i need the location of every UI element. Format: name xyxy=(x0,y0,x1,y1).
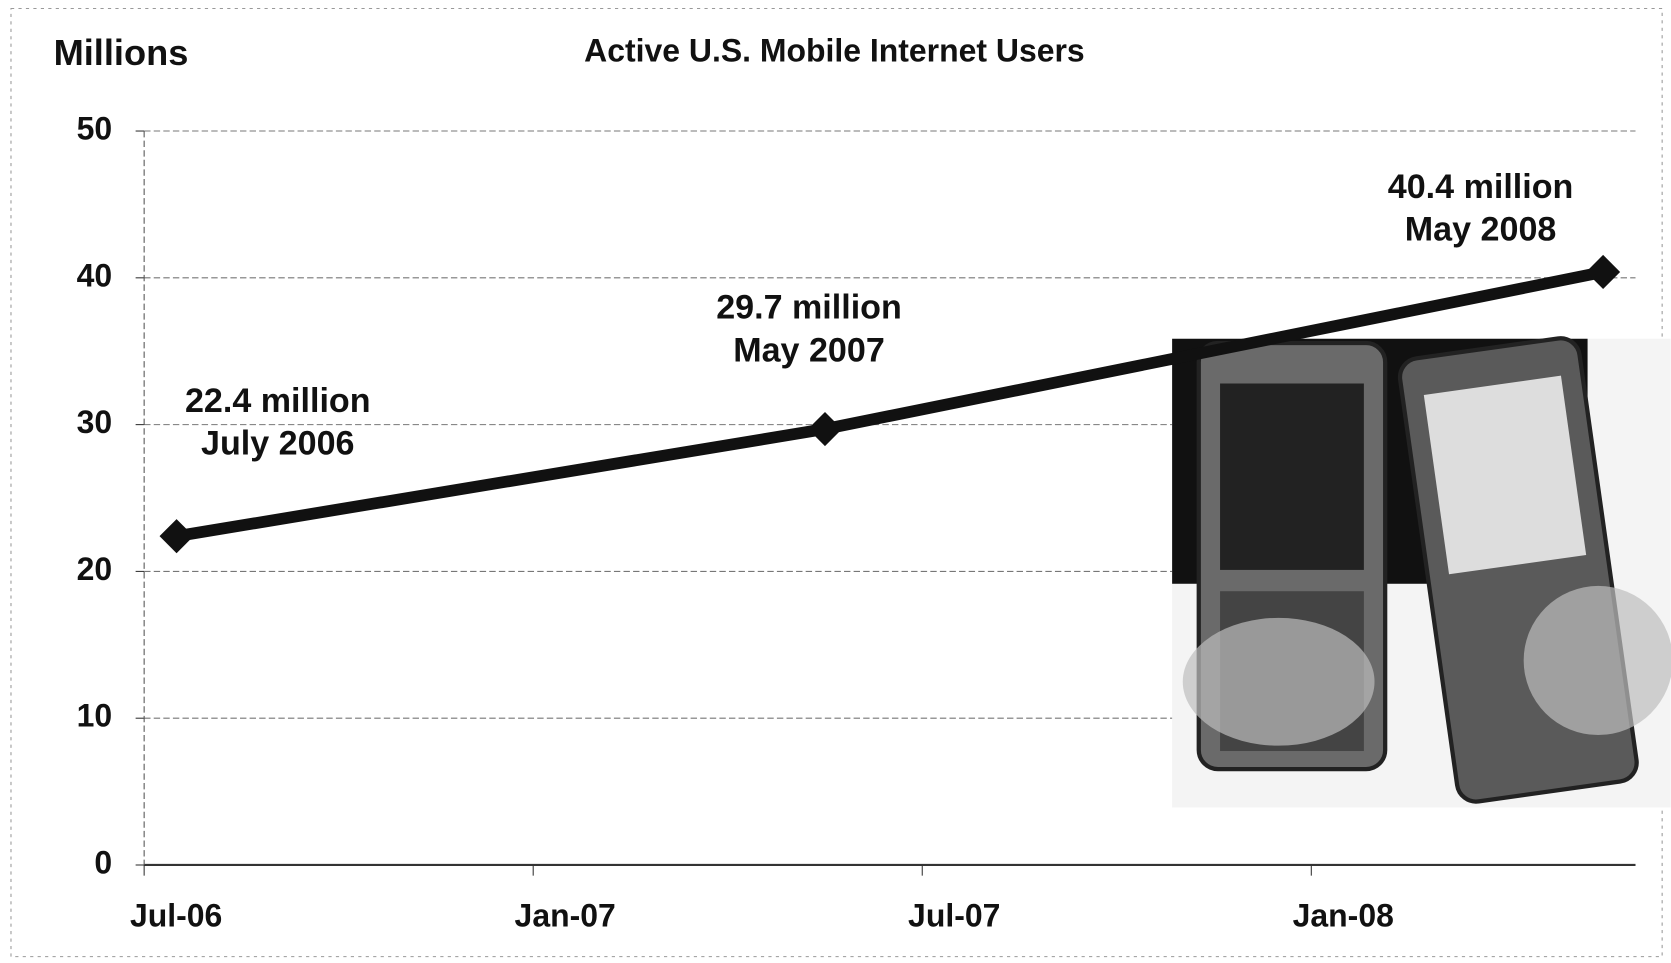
x-tick-label: Jul-06 xyxy=(130,898,222,934)
x-tick-label: Jan-08 xyxy=(1293,898,1394,934)
value-label: 29.7 million xyxy=(716,289,902,327)
y-tick-label: 50 xyxy=(77,110,113,146)
phone-photo xyxy=(1172,336,1671,808)
x-tick-label: Jul-07 xyxy=(908,898,1000,934)
y-tick-label: 10 xyxy=(77,698,113,734)
date-label: May 2008 xyxy=(1405,210,1557,248)
page: {"chart_data": {"type": "line", "title":… xyxy=(0,0,1671,963)
y-axis-label: Millions xyxy=(54,32,189,73)
y-tick-label: 30 xyxy=(77,404,113,440)
x-tick-label: Jan-07 xyxy=(515,898,616,934)
marker xyxy=(808,412,842,446)
y-tick-label: 20 xyxy=(77,551,113,587)
y-tick-label: 0 xyxy=(94,844,112,880)
date-label: May 2007 xyxy=(733,331,885,369)
value-label: 40.4 million xyxy=(1388,168,1574,206)
y-tick-label: 40 xyxy=(77,257,113,293)
value-label: 22.4 million xyxy=(185,382,371,420)
chart-title: Active U.S. Mobile Internet Users xyxy=(584,33,1084,69)
marker xyxy=(160,519,194,553)
marker xyxy=(1586,255,1620,289)
date-label: July 2006 xyxy=(201,425,354,463)
chart: Millions Active U.S. Mobile Internet Use… xyxy=(0,0,1671,963)
